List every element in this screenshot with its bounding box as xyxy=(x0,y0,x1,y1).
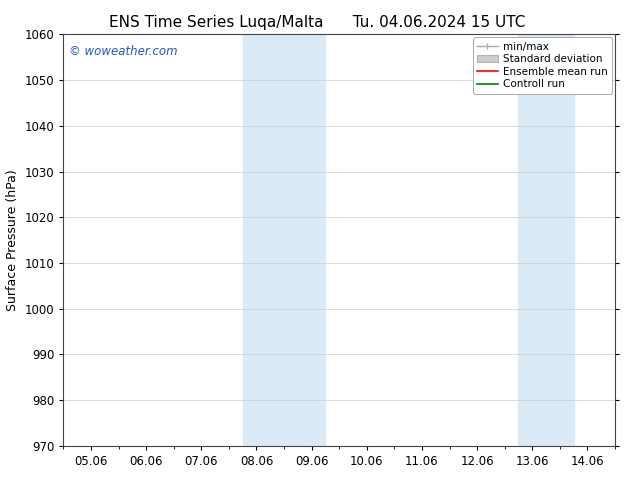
Text: ENS Time Series Luqa/Malta      Tu. 04.06.2024 15 UTC: ENS Time Series Luqa/Malta Tu. 04.06.202… xyxy=(109,15,525,30)
Text: © woweather.com: © woweather.com xyxy=(69,45,178,58)
Bar xyxy=(519,34,574,446)
Y-axis label: Surface Pressure (hPa): Surface Pressure (hPa) xyxy=(6,169,19,311)
Legend: min/max, Standard deviation, Ensemble mean run, Controll run: min/max, Standard deviation, Ensemble me… xyxy=(473,37,612,94)
Bar xyxy=(243,34,325,446)
